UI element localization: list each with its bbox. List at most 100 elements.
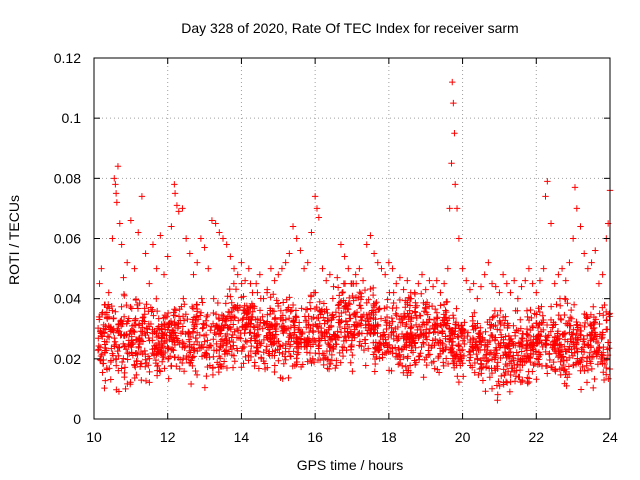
- data-point: [400, 369, 407, 376]
- data-point: [218, 311, 226, 319]
- data-point: [522, 277, 529, 284]
- data-point: [557, 302, 564, 309]
- data-point: [502, 333, 509, 340]
- data-point: [103, 309, 111, 316]
- data-point: [497, 342, 504, 349]
- axis-ticks: [93, 57, 611, 420]
- data-point: [142, 356, 149, 363]
- data-point: [385, 259, 393, 266]
- data-point: [412, 312, 420, 319]
- data-point: [542, 341, 549, 349]
- data-point: [485, 259, 492, 266]
- data-point: [376, 305, 383, 313]
- data-point: [190, 345, 197, 352]
- data-point: [285, 315, 293, 322]
- data-point: [249, 308, 256, 315]
- data-point: [247, 320, 255, 327]
- data-point: [450, 314, 457, 322]
- data-point: [494, 311, 501, 319]
- data-point: [373, 353, 380, 361]
- data-point: [198, 353, 206, 360]
- data-point: [599, 331, 606, 338]
- data-point: [138, 360, 145, 367]
- data-point: [242, 353, 249, 361]
- data-point: [496, 326, 504, 334]
- data-point: [398, 330, 406, 338]
- data-point: [367, 315, 374, 322]
- data-point: [171, 354, 178, 361]
- data-point: [332, 309, 340, 316]
- data-point: [193, 371, 201, 379]
- data-point: [591, 319, 599, 326]
- data-point: [135, 344, 142, 352]
- data-point: [131, 265, 138, 272]
- data-point: [561, 336, 569, 343]
- data-point: [111, 338, 119, 346]
- data-point: [304, 259, 311, 266]
- data-point: [351, 334, 358, 341]
- data-point: [449, 342, 456, 349]
- data-point: [275, 357, 282, 364]
- data-point: [431, 365, 438, 372]
- data-point: [532, 319, 540, 327]
- data-point: [415, 356, 423, 363]
- data-point: [357, 305, 365, 312]
- data-point: [474, 355, 481, 362]
- data-point: [279, 375, 286, 382]
- data-point: [173, 335, 181, 342]
- data-point: [423, 326, 430, 333]
- data-point: [412, 299, 419, 306]
- data-point: [557, 341, 565, 348]
- data-point: [308, 229, 315, 236]
- data-point: [133, 358, 141, 365]
- data-point: [400, 286, 407, 293]
- data-point: [324, 317, 332, 324]
- data-point: [315, 335, 322, 342]
- data-point: [200, 332, 208, 340]
- data-point: [338, 289, 346, 297]
- data-point: [396, 274, 404, 281]
- data-point: [182, 235, 190, 242]
- data-point: [184, 330, 192, 338]
- data-point: [519, 355, 526, 362]
- data-point: [437, 302, 444, 309]
- data-point: [230, 338, 237, 346]
- data-point: [273, 320, 281, 327]
- data-point: [190, 353, 198, 360]
- data-point: [164, 343, 171, 351]
- data-point: [500, 379, 507, 386]
- data-point: [98, 310, 106, 318]
- data-point: [325, 365, 333, 373]
- data-point: [121, 292, 128, 299]
- data-point: [271, 314, 279, 321]
- data-point: [260, 349, 267, 356]
- data-point: [335, 304, 343, 312]
- data-point: [404, 355, 411, 362]
- data-point: [142, 363, 149, 370]
- data-point: [112, 181, 119, 188]
- data-point: [471, 369, 478, 376]
- data-point: [324, 365, 331, 372]
- data-point: [382, 339, 390, 346]
- data-point: [362, 362, 369, 369]
- data-point: [569, 352, 577, 360]
- data-point: [164, 253, 171, 260]
- x-tick-label: 16: [307, 429, 323, 445]
- data-point: [161, 365, 168, 372]
- data-point: [223, 340, 230, 348]
- data-point: [145, 308, 152, 315]
- data-point: [497, 354, 504, 362]
- data-point: [186, 250, 194, 257]
- data-point: [503, 351, 510, 359]
- data-point: [440, 311, 448, 318]
- data-point: [127, 303, 134, 311]
- data-point: [471, 359, 479, 367]
- data-point: [120, 355, 127, 362]
- data-point: [285, 374, 292, 382]
- data-point: [271, 362, 278, 369]
- data-point: [415, 280, 422, 287]
- data-point: [472, 323, 479, 331]
- data-point: [222, 300, 230, 307]
- data-point: [149, 241, 157, 248]
- data-point: [227, 317, 235, 324]
